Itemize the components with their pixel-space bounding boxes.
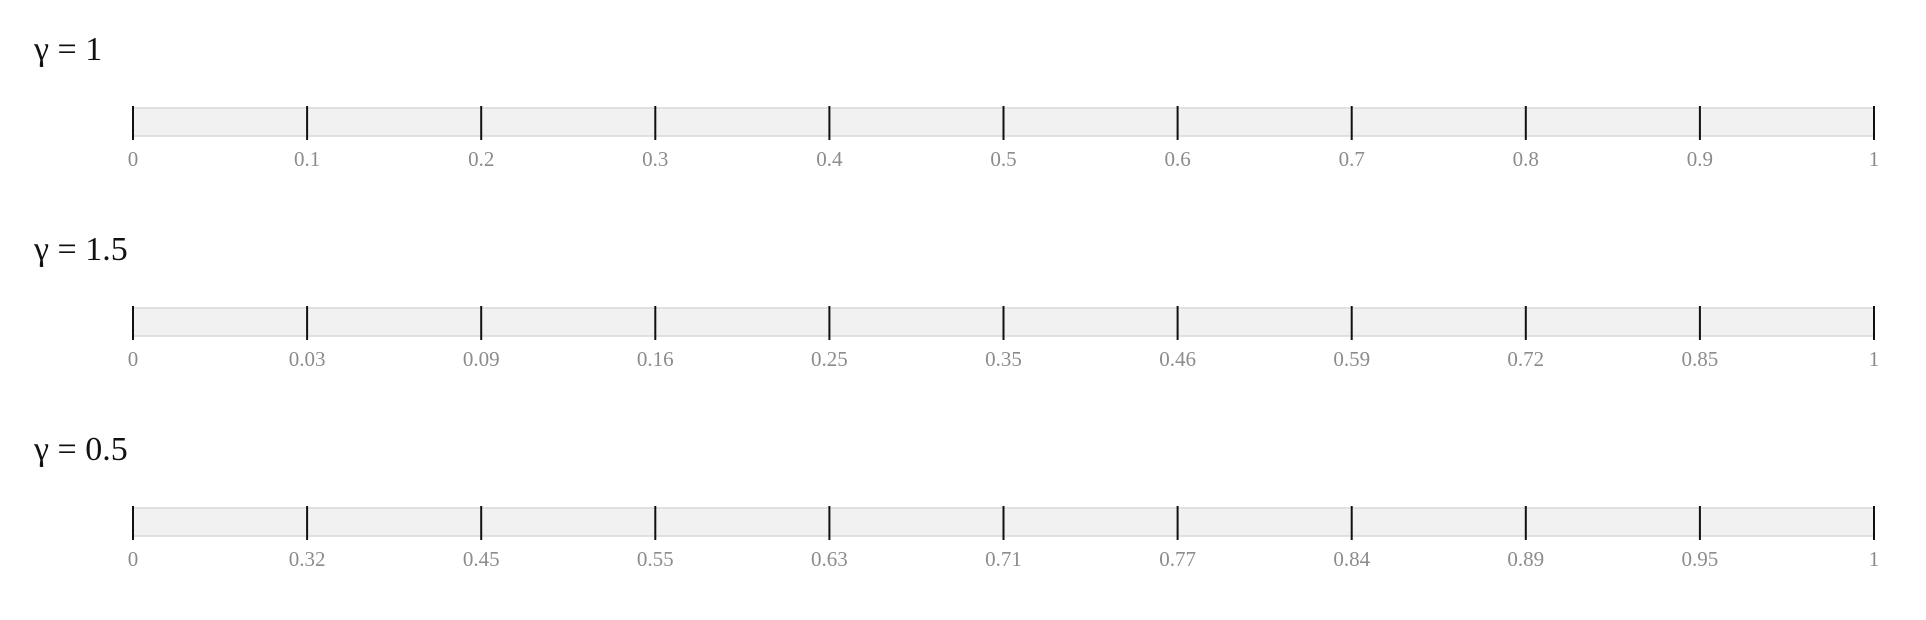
tick-label: 0.55 — [637, 547, 674, 571]
tick-label: 0.9 — [1687, 147, 1713, 171]
tick-label: 1 — [1869, 547, 1880, 571]
tick-label: 1 — [1869, 347, 1880, 371]
scale-title-gamma-1-5: γ = 1.5 — [33, 231, 128, 268]
tick-label: 0.63 — [811, 547, 848, 571]
tick-label: 0.77 — [1159, 547, 1196, 571]
tick-label: 0.59 — [1333, 347, 1370, 371]
tick-label: 0.1 — [294, 147, 320, 171]
tick-label: 0.09 — [463, 347, 500, 371]
tick-group-gamma-1-5: 0 0.03 0.09 0.16 0.25 0.35 0.46 0.59 0.72 0.85 1 — [128, 306, 1880, 371]
tick-label: 0.71 — [985, 547, 1022, 571]
tick-label: 0 — [128, 347, 139, 371]
tick-label: 0.32 — [289, 547, 326, 571]
scale-title-gamma-0-5: γ = 0.5 — [33, 431, 128, 468]
tick-label: 0.03 — [289, 347, 326, 371]
tick-label: 0.8 — [1513, 147, 1539, 171]
tick-label: 0.16 — [637, 347, 674, 371]
tick-label: 0.7 — [1339, 147, 1365, 171]
tick-label: 0.46 — [1159, 347, 1196, 371]
tick-label: 1 — [1869, 147, 1880, 171]
tick-label: 0.85 — [1682, 347, 1719, 371]
tick-label: 0.6 — [1164, 147, 1190, 171]
tick-label: 0.84 — [1333, 547, 1370, 571]
tick-label: 0.3 — [642, 147, 668, 171]
tick-label: 0.5 — [990, 147, 1016, 171]
tick-label: 0.4 — [816, 147, 843, 171]
tick-label: 0 — [128, 547, 139, 571]
tick-label: 0.89 — [1507, 547, 1544, 571]
tick-label: 0.25 — [811, 347, 848, 371]
tick-label: 0.72 — [1507, 347, 1544, 371]
tick-group-gamma-1: 0 0.1 0.2 0.3 0.4 0.5 0.6 0.7 0.8 0.9 1 — [128, 106, 1880, 171]
tick-label: 0 — [128, 147, 139, 171]
tick-label: 0.45 — [463, 547, 500, 571]
tick-label: 0.35 — [985, 347, 1022, 371]
tick-label: 0.2 — [468, 147, 494, 171]
tick-label: 0.95 — [1682, 547, 1719, 571]
scale-panel-gamma-1-5: γ = 1.5 0 0.03 0.09 0.16 0.25 0.35 0.46 0.59 0.7… — [33, 231, 1879, 371]
tick-group-gamma-0-5: 0 0.32 0.45 0.55 0.63 0.71 0.77 0.84 0.89 0.95 1 — [128, 506, 1880, 571]
scale-panel-gamma-0-5: γ = 0.5 0 0.32 0.45 0.55 0.63 0.71 0.77 0.84 0.8… — [33, 431, 1879, 571]
scale-title-gamma-1: γ = 1 — [33, 31, 102, 68]
scale-panel-gamma-1: γ = 1 0 0.1 0.2 0.3 0.4 0.5 0.6 0.7 0.8 0.9 1 — [33, 31, 1879, 171]
